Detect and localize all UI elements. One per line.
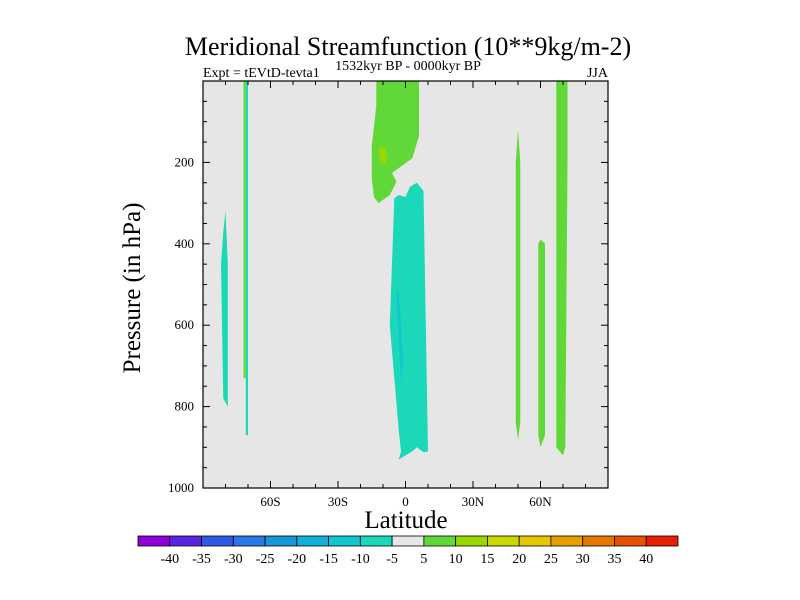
y-tick-label: 600	[175, 317, 195, 332]
colorbar-swatch	[645, 535, 679, 547]
colorbar-label: -40	[160, 552, 179, 567]
contour-region-green-high-lat-north-a	[515, 129, 521, 440]
chart-subtitle-right: JJA	[587, 66, 609, 81]
colorbar-swatch	[296, 535, 329, 547]
colorbar-label: 25	[544, 552, 558, 567]
colorbar-swatch	[232, 535, 266, 547]
colorbar-label: -35	[192, 552, 211, 567]
contour-region-cyan-equatorial-cell	[389, 182, 428, 460]
axis-ticks: 60S 30S 0 30N 60N 200 400 600 800 1000	[168, 81, 608, 509]
y-axis-label: Pressure (in hPa)	[119, 203, 146, 374]
colorbar-label: 40	[639, 552, 653, 567]
colorbar-swatch	[169, 535, 202, 547]
colorbar-label: -20	[287, 552, 306, 567]
x-tick-label: 60N	[529, 494, 552, 509]
colorbar-label: 20	[512, 552, 526, 567]
colorbar-label: -10	[351, 552, 370, 567]
colorbar-label: -5	[386, 552, 398, 567]
y-tick-label: 400	[175, 236, 195, 251]
contour-region-cyan-deep-core	[396, 292, 404, 383]
x-tick-label: 30N	[462, 494, 485, 509]
contour-region-yellow-green-core	[378, 146, 388, 165]
colorbar-label: -25	[256, 552, 275, 567]
colorbar-label: 15	[480, 552, 494, 567]
colorbar-swatch	[614, 535, 647, 547]
colorbar-swatch	[487, 535, 520, 547]
x-tick-label: 0	[402, 494, 409, 509]
x-tick-label: 30S	[328, 494, 348, 509]
contour-region-cyan-high-lat-south	[221, 211, 228, 407]
contour-region-cyan-thin-south	[245, 81, 248, 436]
contour-regions	[221, 81, 568, 460]
y-tick-label: 1000	[168, 480, 194, 495]
colorbar-swatch	[264, 535, 298, 547]
colorbar-swatch	[359, 535, 393, 547]
colorbar-swatch	[391, 535, 425, 547]
y-tick-label: 200	[175, 154, 195, 169]
x-tick-label: 60S	[260, 494, 280, 509]
colorbar-swatch	[328, 535, 361, 547]
contour-region-green-high-lat-north-c	[556, 81, 568, 456]
contour-region-green-high-lat-north-b	[538, 239, 545, 448]
x-axis-label: Latitude	[364, 507, 447, 534]
colorbar-swatch	[518, 535, 552, 547]
chart-subtitle-center: 1532kyr BP - 0000kyr BP	[335, 59, 481, 74]
colorbar-label: 5	[420, 552, 427, 567]
colorbar-label: 10	[449, 552, 463, 567]
colorbar-swatch	[550, 535, 584, 547]
colorbar-label: -30	[224, 552, 243, 567]
colorbar-swatch	[423, 535, 457, 547]
chart-title: Meridional Streamfunction (10**9kg/m-2)	[185, 32, 631, 61]
y-tick-label: 800	[175, 399, 195, 414]
contour-region-green-thin-south	[243, 81, 246, 379]
colorbar-label: 35	[608, 552, 622, 567]
colorbar-swatch	[201, 535, 234, 547]
contour-region-green-upper-equator	[371, 81, 419, 204]
colorbar-swatch	[455, 535, 488, 547]
colorbar-label: -15	[319, 552, 338, 567]
colorbar-swatch	[582, 535, 615, 547]
colorbar-swatch	[137, 535, 171, 547]
colorbar-label: 30	[576, 552, 590, 567]
colorbar: -40 -35 -30 -25 -20 -15 -10 -5 5 10 15 20 25 30 35 40	[137, 535, 679, 567]
chart-subtitle-left: Expt = tEVtD-tevta1	[203, 66, 320, 81]
